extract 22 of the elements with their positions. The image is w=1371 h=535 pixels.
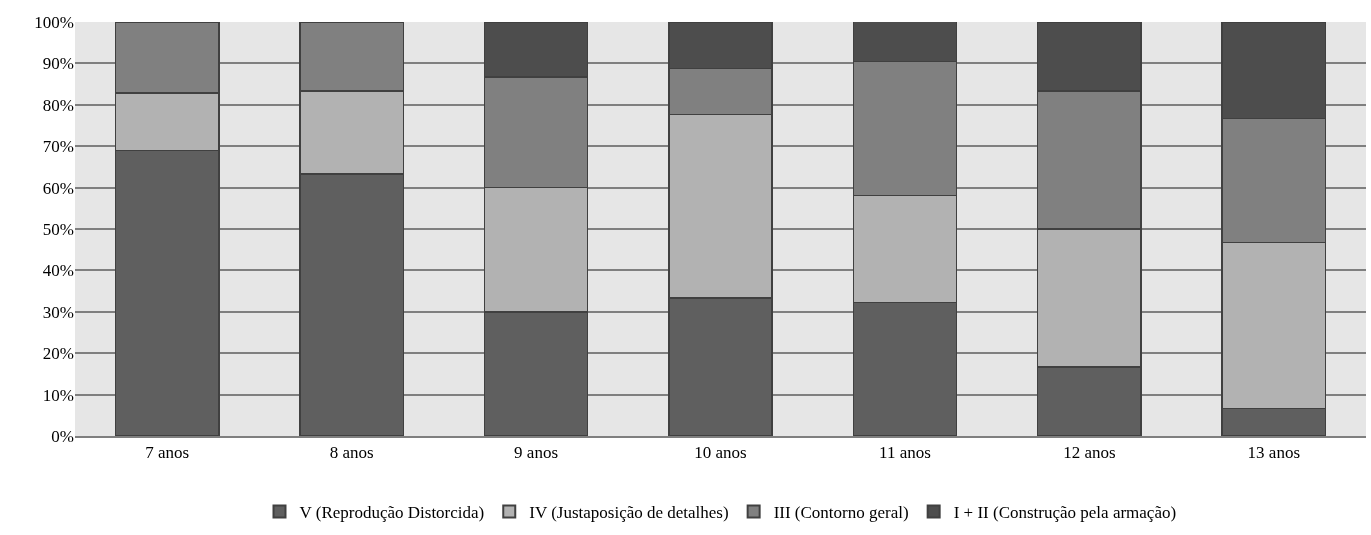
legend-label: I + II (Construção pela armação) [953,503,1177,523]
y-tick-label: 100% [34,12,74,32]
legend-label: V (Reprodução Distorcida) [299,503,485,523]
y-tick-label: 90% [42,54,74,74]
x-tick-label: 8 anos [329,443,374,463]
legend-label: IV (Justaposição de detalhes) [529,503,729,523]
x-tick-label: 10 anos [694,443,747,463]
y-tick-label: 50% [42,219,74,239]
y-tick-label: 40% [42,261,74,281]
y-tick-label: 0% [51,426,74,446]
y-tick-label: 20% [42,344,74,364]
x-tick-label: 13 anos [1247,443,1300,463]
legend-label: III (Contorno geral) [773,503,909,523]
x-tick-label: 12 anos [1063,443,1116,463]
y-tick-label: 70% [42,137,74,157]
x-tick-label: 7 anos [145,443,190,463]
x-tick-label: 11 anos [879,443,931,463]
y-tick-label: 10% [42,385,74,405]
x-tick-label: 9 anos [514,443,559,463]
y-tick-label: 30% [42,302,74,322]
y-tick-label: 80% [42,95,74,115]
y-tick-label: 60% [42,178,74,198]
